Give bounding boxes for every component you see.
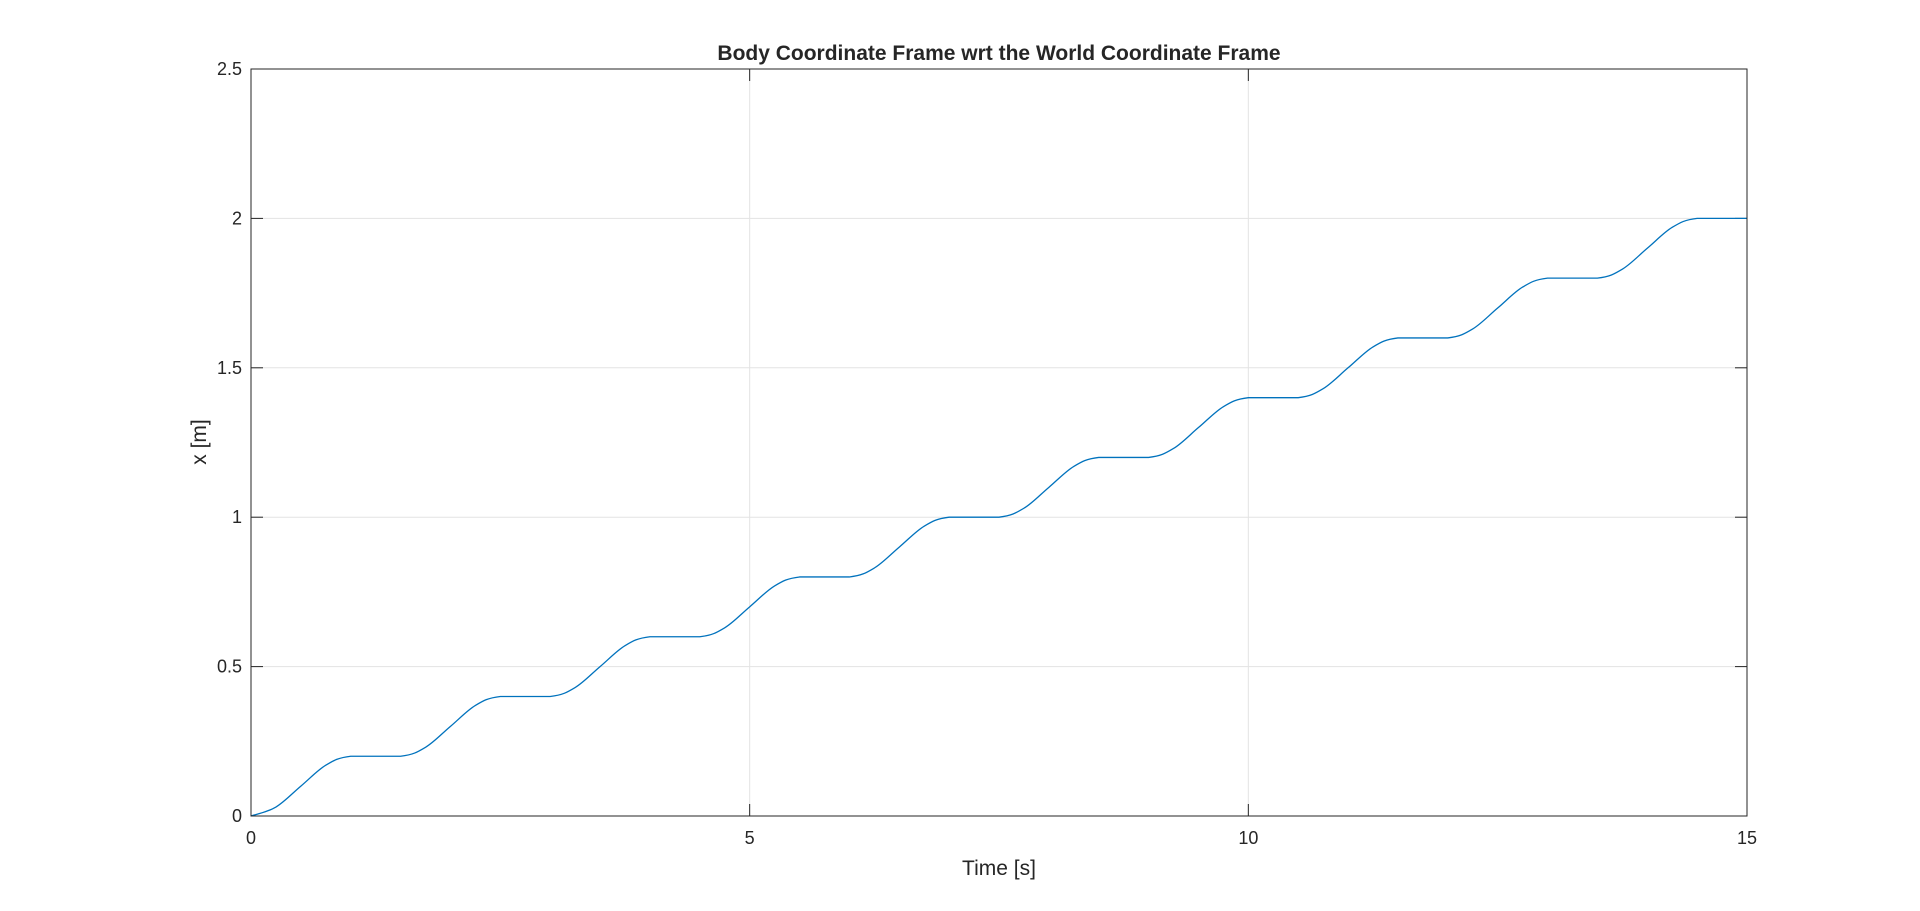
x-tick-labels: 0 5 10 15: [246, 828, 1757, 848]
chart-title: Body Coordinate Frame wrt the World Coor…: [717, 42, 1280, 65]
x-axis-label: Time [s]: [962, 857, 1036, 880]
x-tick-label: 10: [1238, 828, 1258, 848]
y-axis-label: x [m]: [188, 419, 211, 465]
series-line: [250, 217, 1747, 817]
y-tick-label: 0: [232, 806, 242, 826]
plot-area: [251, 69, 1747, 816]
series-group: [250, 217, 1747, 817]
y-tick-label: 0.5: [217, 657, 242, 677]
y-tick-label: 2: [232, 208, 242, 228]
y-tick-label: 2.5: [217, 59, 242, 79]
axes-box: [250, 68, 1748, 817]
x-tick-label: 15: [1737, 828, 1757, 848]
x-tick-label: 5: [745, 828, 755, 848]
y-tick-label: 1: [232, 507, 242, 527]
x-tick-label: 0: [246, 828, 256, 848]
y-tick-label: 1.5: [217, 358, 242, 378]
y-tick-labels: 0 0.5 1 1.5 2 2.5: [217, 59, 242, 826]
